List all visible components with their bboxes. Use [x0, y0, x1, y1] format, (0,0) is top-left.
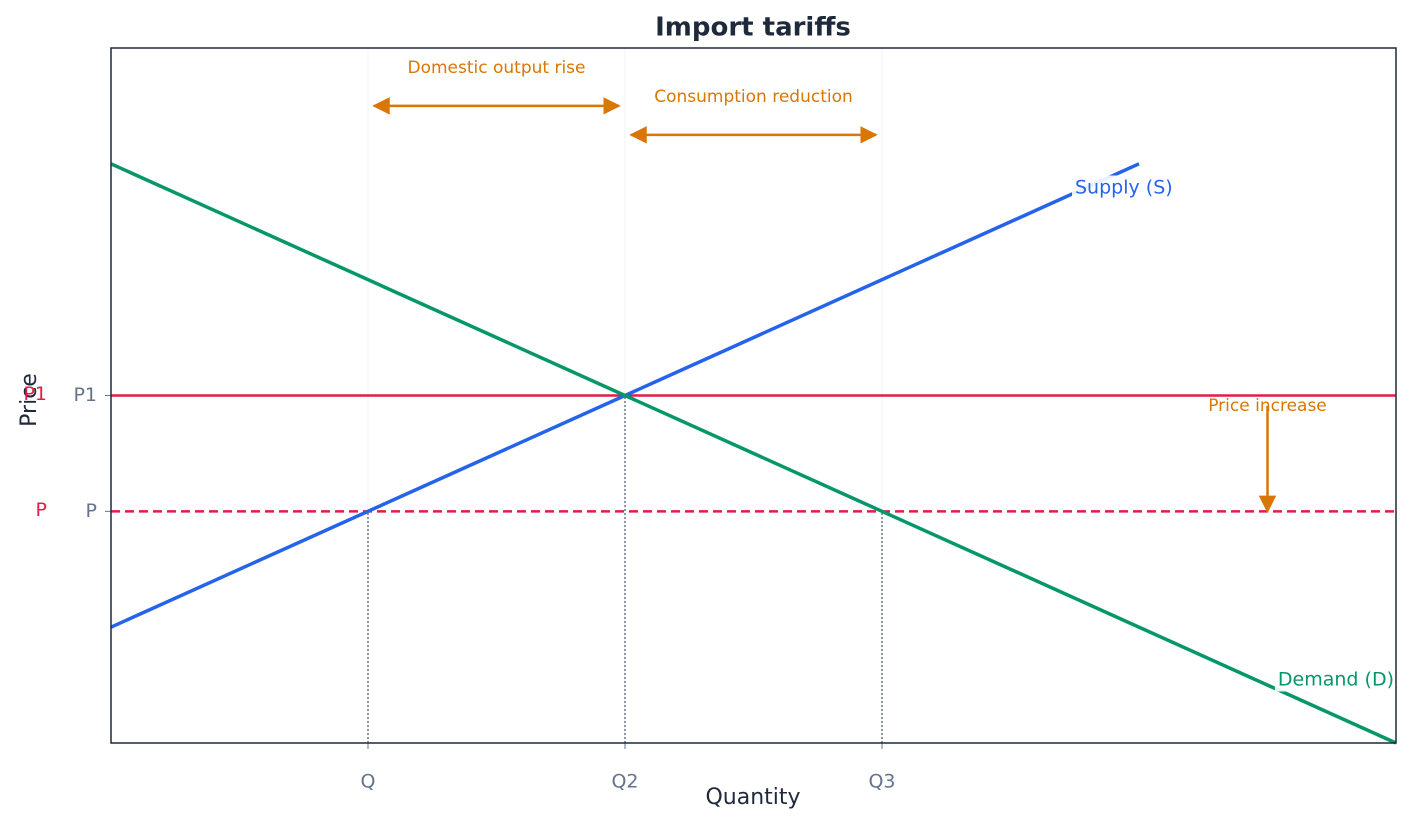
legend-label: Supply (S) — [1075, 177, 1173, 199]
legend-label: Demand (D) — [1278, 669, 1394, 691]
x-tick-label: Q3 — [868, 771, 895, 793]
price-label: P1 — [23, 383, 47, 405]
label-bg — [1072, 175, 1176, 200]
y-tick-label: P — [86, 500, 97, 522]
annotation-text: Domestic output rise — [407, 58, 585, 78]
x-tick-label: Q — [361, 771, 376, 793]
price-label: P — [36, 499, 47, 521]
y-tick-label: P1 — [73, 384, 97, 406]
annotation-text: Price increase — [1208, 396, 1327, 416]
x-tick-label: Q2 — [611, 771, 638, 793]
chart-title: Import tariffs — [655, 13, 851, 43]
plot-frame — [110, 47, 1397, 744]
annotation-text: Consumption reduction — [654, 87, 853, 107]
series-line — [110, 162, 1397, 745]
x-axis-label: Quantity — [705, 785, 800, 810]
label-bg — [1274, 667, 1397, 692]
y-axis-label: Price — [17, 373, 42, 427]
